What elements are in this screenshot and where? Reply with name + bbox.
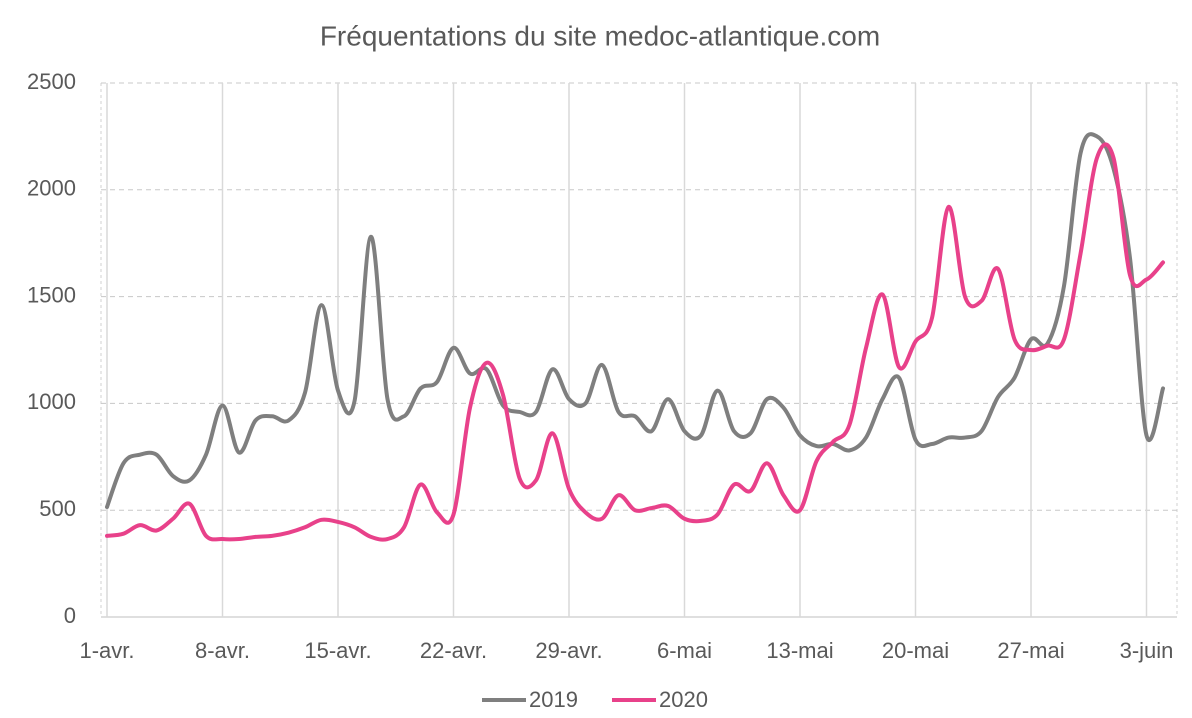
x-tick-label: 13-mai bbox=[766, 638, 833, 663]
y-tick-label: 500 bbox=[39, 496, 76, 521]
x-tick-label: 22-avr. bbox=[420, 638, 487, 663]
line-series bbox=[105, 132, 1165, 509]
x-tick-label: 6-mai bbox=[657, 638, 712, 663]
y-tick-label: 0 bbox=[64, 603, 76, 628]
y-tick-label: 1000 bbox=[27, 389, 76, 414]
x-tick-label: 20-mai bbox=[882, 638, 949, 663]
y-tick-label: 2500 bbox=[27, 69, 76, 94]
y-tick-label: 1500 bbox=[27, 282, 76, 307]
chart-title: Fréquentations du site medoc-atlantique.… bbox=[320, 20, 880, 51]
y-tick-label: 2000 bbox=[27, 176, 76, 201]
legend-label: 2019 bbox=[529, 687, 578, 712]
x-tick-label: 27-mai bbox=[997, 638, 1064, 663]
x-tick-label: 1-avr. bbox=[79, 638, 134, 663]
x-tick-label: 15-avr. bbox=[304, 638, 371, 663]
legend-label: 2020 bbox=[659, 687, 708, 712]
line-series bbox=[105, 142, 1165, 542]
x-tick-label: 29-avr. bbox=[535, 638, 602, 663]
x-tick-label: 8-avr. bbox=[195, 638, 250, 663]
x-tick-label: 3-juin bbox=[1120, 638, 1174, 663]
